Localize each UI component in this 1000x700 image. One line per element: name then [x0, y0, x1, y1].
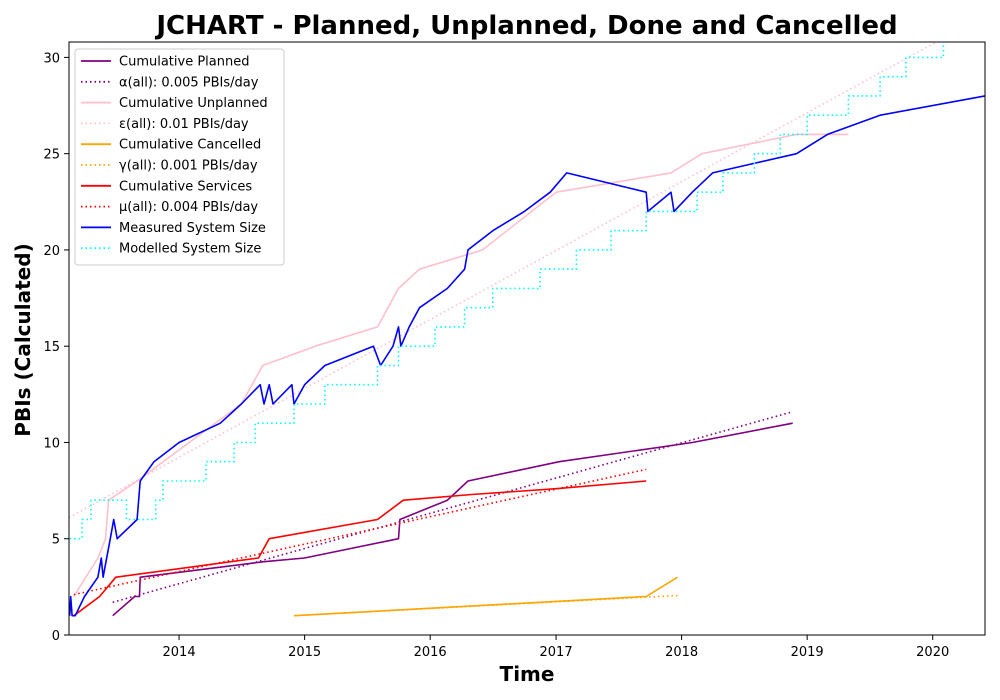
- x-tick-label: 2020: [916, 645, 949, 660]
- y-tick-label: 20: [43, 244, 60, 259]
- series-line-all-0-005-pbis-day: [112, 410, 793, 604]
- plot-frame: [68, 41, 986, 636]
- x-tick-label: 2016: [414, 645, 447, 660]
- chart-legend: Cumulative Planned α(all): 0.005 PBIs/day…: [74, 48, 285, 266]
- series-line-measured-system-size: [69, 95, 985, 617]
- y-axis-label: PBIs (Calculated): [11, 243, 35, 436]
- legend-box: [74, 48, 285, 266]
- legend-label: Cumulative Services: [119, 179, 252, 194]
- x-axis-label: Time: [500, 662, 555, 686]
- x-tick-label: 2015: [288, 645, 321, 660]
- x-tick-label: 2018: [665, 645, 698, 660]
- series-line-cumulative-planned: [112, 422, 793, 617]
- y-tick-label: 25: [43, 148, 60, 163]
- y-tick-label: 5: [52, 533, 60, 548]
- legend-label: Cumulative Unplanned: [119, 96, 268, 111]
- y-tick-label: 0: [52, 629, 60, 644]
- x-tick-label: 2014: [163, 645, 196, 660]
- series-line-all-0-001-pbis-day: [293, 594, 678, 617]
- legend-label: Cumulative Cancelled: [119, 138, 261, 153]
- legend-label: Modelled System Size: [119, 242, 261, 257]
- y-tick-label: 10: [43, 436, 60, 451]
- chart-title: JCHART - Planned, Unplanned, Done and Ca…: [154, 11, 897, 41]
- legend-label: ε(all): 0.01 PBIs/day: [119, 117, 249, 132]
- series-line-all-0-004-pbis-day: [73, 468, 647, 596]
- y-tick-label: 30: [43, 51, 60, 66]
- series-line-cumulative-unplanned: [73, 133, 849, 597]
- axis-ticks: 2014 2015 2016 2017 2018 2019 2020 0 5 10 15 20 25 30: [43, 51, 949, 660]
- series-line-cumulative-services: [73, 480, 647, 617]
- y-tick-label: 15: [43, 340, 60, 355]
- legend-label: Cumulative Planned: [119, 55, 249, 70]
- legend-label: μ(all): 0.004 PBIs/day: [119, 200, 258, 215]
- legend-label: α(all): 0.005 PBIs/day: [119, 75, 259, 90]
- legend-label: γ(all): 0.001 PBIs/day: [119, 159, 258, 174]
- x-tick-label: 2017: [540, 645, 573, 660]
- series-line-cumulative-cancelled: [293, 576, 678, 617]
- x-tick-label: 2019: [791, 645, 824, 660]
- legend-label: Measured System Size: [119, 221, 266, 236]
